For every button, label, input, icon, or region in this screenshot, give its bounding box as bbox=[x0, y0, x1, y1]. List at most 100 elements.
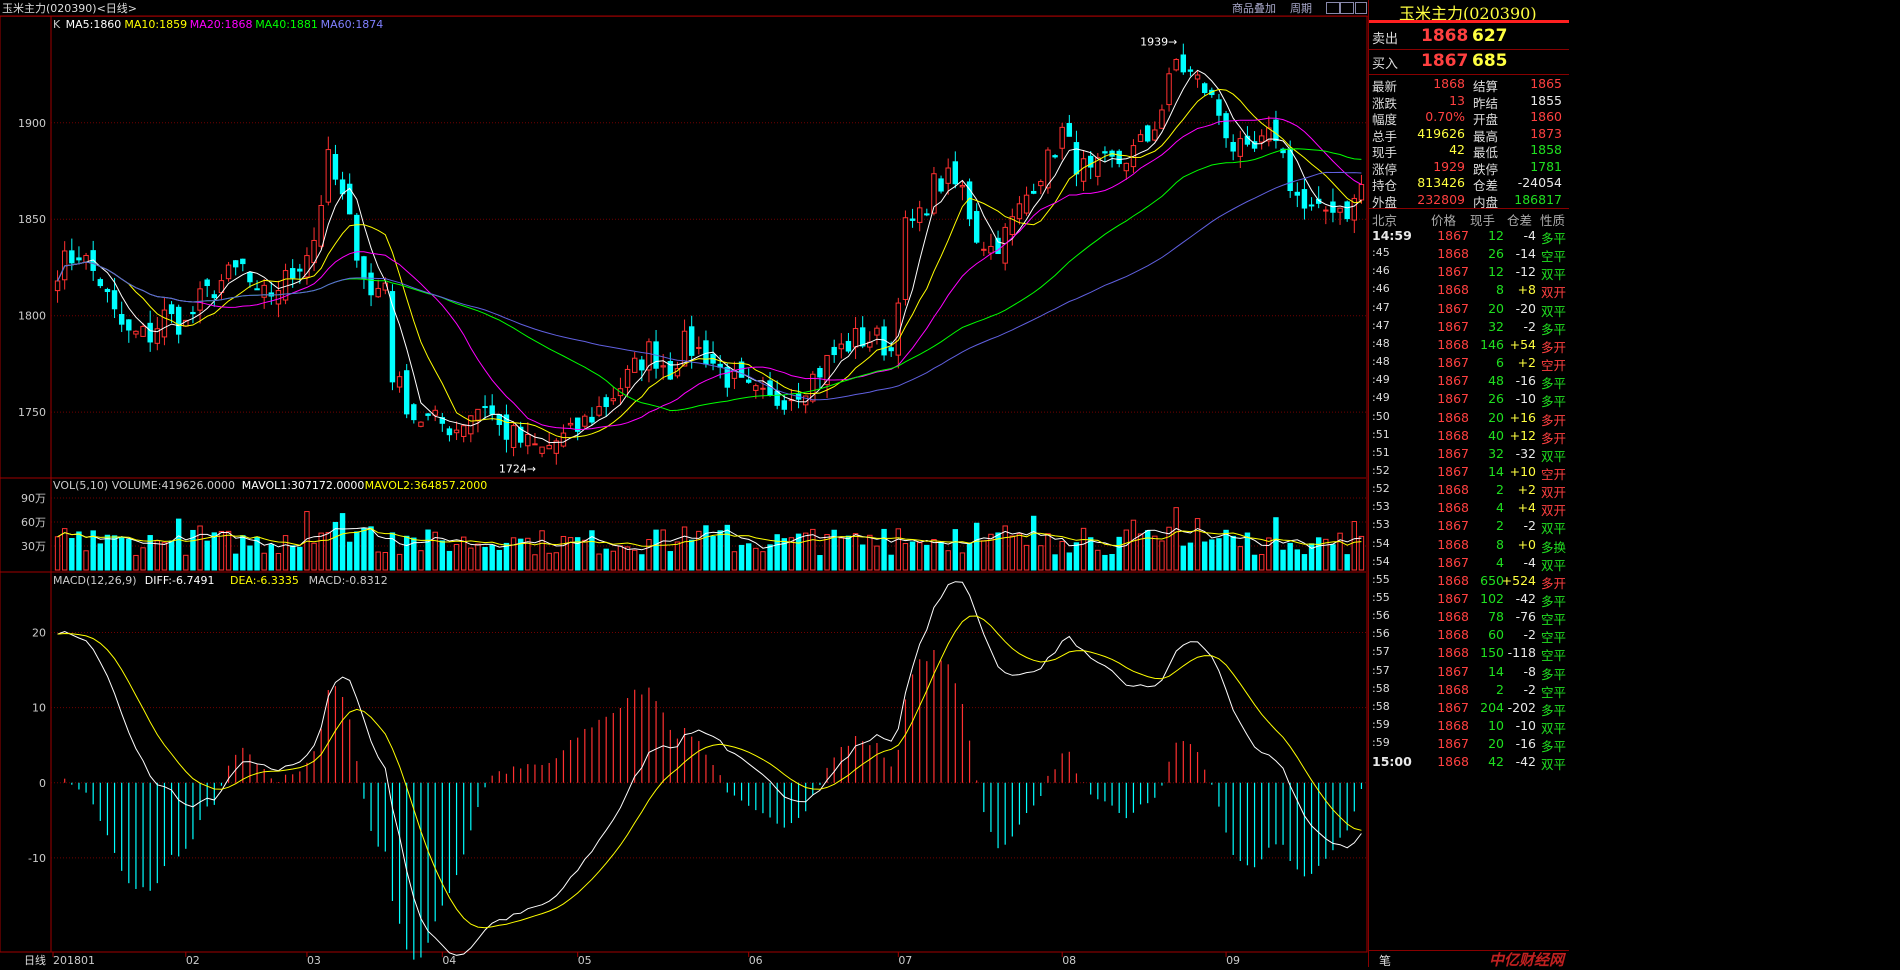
candle-body bbox=[1016, 203, 1023, 220]
candle-body bbox=[610, 398, 617, 402]
tick-row[interactable]: :46 1868 8 +8 双开 bbox=[1369, 282, 1569, 300]
candle-body bbox=[1052, 155, 1058, 158]
tick-time: :57 bbox=[1372, 645, 1390, 659]
tick-price: 1868 bbox=[1437, 627, 1469, 643]
candle-body bbox=[275, 290, 282, 305]
quote-row: 涨停 1929 跌停 1781 bbox=[1369, 159, 1569, 177]
tick-row[interactable]: :48 1868 146 +54 多开 bbox=[1369, 337, 1569, 355]
tick-time: :56 bbox=[1372, 627, 1390, 641]
tick-row[interactable]: :50 1868 20 +16 多开 bbox=[1369, 410, 1569, 428]
volume-bar bbox=[859, 544, 866, 571]
tick-row[interactable]: :53 1867 2 -2 双平 bbox=[1369, 518, 1569, 536]
tick-row[interactable]: :51 1867 32 -32 双平 bbox=[1369, 446, 1569, 464]
tick-row[interactable]: :48 1867 6 +2 空开 bbox=[1369, 355, 1569, 373]
sell-price: 1868 bbox=[1421, 26, 1469, 46]
x-tick-label: 02 bbox=[186, 954, 200, 967]
volume-bar bbox=[995, 532, 1001, 571]
candle-body bbox=[1194, 74, 1201, 80]
volume-bar bbox=[1087, 537, 1094, 571]
tick-row[interactable]: :57 1867 14 -8 多平 bbox=[1369, 664, 1569, 682]
volume-bar bbox=[710, 536, 716, 571]
volume-bar bbox=[425, 529, 431, 571]
tick-volume: 102 bbox=[1480, 591, 1504, 606]
tick-head-time: 北京 bbox=[1372, 213, 1398, 228]
x-tick-label: 04 bbox=[442, 954, 456, 967]
tick-table[interactable]: 14:59 1867 12 -4 多平:45 1868 26 -14 空平:46 1867 12 -1… bbox=[1369, 228, 1569, 948]
prev-icon[interactable] bbox=[1326, 2, 1340, 14]
tick-row[interactable]: :56 1868 60 -2 空平 bbox=[1369, 627, 1569, 645]
quote-title-bar: 玉米主力(020390) bbox=[1369, 0, 1569, 23]
volume-bar bbox=[931, 539, 937, 571]
tick-row[interactable]: 14:59 1867 12 -4 多平 bbox=[1369, 228, 1569, 246]
tick-row[interactable]: :49 1867 48 -16 多平 bbox=[1369, 373, 1569, 391]
kline-chart[interactable]: 1750 1800 1850 1900 K MA5:1860 MA10:1859 MA20:1… bbox=[0, 0, 1368, 967]
tick-nature: 空平 bbox=[1541, 684, 1567, 700]
candle-body bbox=[54, 280, 61, 292]
tick-row[interactable]: :57 1868 150 -118 空平 bbox=[1369, 645, 1569, 663]
tick-row[interactable]: :46 1867 12 -12 双平 bbox=[1369, 264, 1569, 282]
candle-body bbox=[824, 354, 830, 386]
tick-row[interactable]: :53 1868 4 +4 双开 bbox=[1369, 500, 1569, 518]
candle-body bbox=[396, 376, 403, 388]
kline-legend-item: MA20:1868 bbox=[190, 18, 253, 31]
candle-body bbox=[938, 178, 944, 192]
quote-value: 1858 bbox=[1530, 142, 1562, 157]
tick-row[interactable]: :52 1867 14 +10 空开 bbox=[1369, 464, 1569, 482]
tick-time: :55 bbox=[1372, 591, 1390, 604]
x-tick-label: 201801 bbox=[53, 954, 95, 967]
candle-body bbox=[1251, 141, 1258, 149]
tick-row[interactable]: :58 1868 2 -2 空平 bbox=[1369, 682, 1569, 700]
volume-bar bbox=[503, 542, 510, 571]
tick-row[interactable]: :59 1867 20 -16 多平 bbox=[1369, 736, 1569, 754]
volume-bar bbox=[667, 551, 674, 571]
volume-bar bbox=[525, 537, 531, 571]
tick-nature: 双开 bbox=[1541, 285, 1567, 301]
volume-bar bbox=[289, 545, 296, 571]
next-icon[interactable] bbox=[1340, 2, 1354, 14]
tick-nature: 双开 bbox=[1541, 503, 1567, 519]
tick-row[interactable]: :45 1868 26 -14 空平 bbox=[1369, 246, 1569, 264]
close-icon[interactable] bbox=[1355, 2, 1367, 14]
tick-footer-label[interactable]: 笔 bbox=[1379, 954, 1392, 968]
tick-row[interactable]: :55 1868 650 +524 多开 bbox=[1369, 573, 1569, 591]
tick-oi-change: -10 bbox=[1515, 391, 1536, 407]
tick-row[interactable]: :55 1867 102 -42 多平 bbox=[1369, 591, 1569, 609]
sell-volume: 627 bbox=[1472, 26, 1508, 46]
macd-legend-item: MACD(12,26,9) bbox=[53, 574, 137, 587]
tick-row[interactable]: :54 1867 4 -4 双平 bbox=[1369, 555, 1569, 573]
tick-row[interactable]: :49 1867 26 -10 多平 bbox=[1369, 391, 1569, 409]
quote-value: 186817 bbox=[1514, 191, 1562, 207]
tick-time: :50 bbox=[1372, 409, 1390, 423]
tick-time: :53 bbox=[1372, 518, 1390, 532]
tick-row[interactable]: :54 1868 8 +0 多换 bbox=[1369, 537, 1569, 555]
commodity-overlay-link[interactable]: 商品叠加 bbox=[1232, 2, 1276, 15]
volume-bar bbox=[596, 553, 602, 571]
tick-row[interactable]: :47 1867 32 -2 多平 bbox=[1369, 319, 1569, 337]
volume-bar bbox=[1080, 527, 1087, 571]
quote-label: 内盘 bbox=[1473, 194, 1499, 210]
candle-body bbox=[190, 311, 196, 315]
volume-bar bbox=[460, 536, 467, 571]
tick-price: 1868 bbox=[1437, 409, 1469, 425]
tick-price: 1867 bbox=[1437, 518, 1469, 534]
tick-row[interactable]: :52 1868 2 +2 双开 bbox=[1369, 482, 1569, 500]
tick-row[interactable]: :51 1868 40 +12 多开 bbox=[1369, 428, 1569, 446]
volume-bar bbox=[731, 551, 738, 571]
tick-oi-change: +8 bbox=[1517, 282, 1536, 298]
tick-nature: 多平 bbox=[1541, 739, 1567, 755]
tick-row[interactable]: :58 1867 204 -202 多平 bbox=[1369, 700, 1569, 718]
tick-time: :53 bbox=[1372, 500, 1390, 514]
tick-nature: 空平 bbox=[1541, 648, 1567, 664]
volume-bar bbox=[1273, 517, 1279, 571]
title-underline bbox=[1369, 20, 1569, 23]
tick-row[interactable]: 15:00 1868 42 -42 双平 bbox=[1369, 754, 1569, 772]
period-link[interactable]: 周期 bbox=[1290, 2, 1312, 15]
tick-row[interactable]: :47 1867 20 -20 双平 bbox=[1369, 301, 1569, 319]
tick-row[interactable]: :56 1868 78 -76 空平 bbox=[1369, 609, 1569, 627]
candle-body bbox=[97, 279, 104, 287]
tick-price: 1868 bbox=[1437, 572, 1469, 588]
candle-body bbox=[696, 346, 702, 349]
quote-row: 现手 42 最低 1858 bbox=[1369, 142, 1569, 160]
tick-row[interactable]: :59 1868 10 -10 双平 bbox=[1369, 718, 1569, 736]
candle-body bbox=[489, 405, 495, 415]
